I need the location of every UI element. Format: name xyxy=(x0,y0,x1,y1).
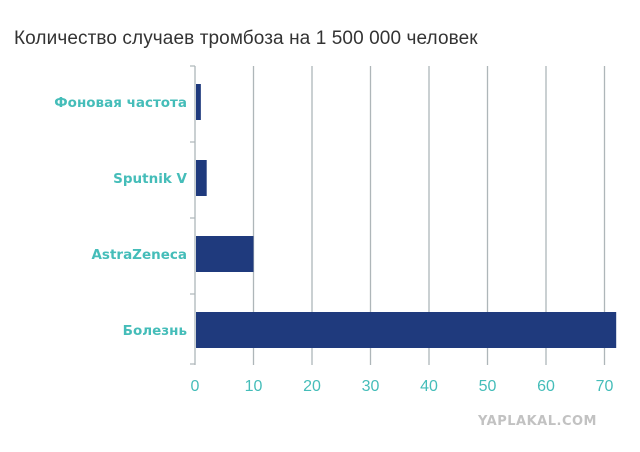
x-tick-label: 70 xyxy=(596,378,614,395)
category-labels: Фоновая частота Sputnik V AstraZeneca Болез… xyxy=(54,95,187,339)
x-tick-label: 0 xyxy=(191,378,200,395)
category-label: Болезнь xyxy=(123,323,187,339)
category-label: AstraZeneca xyxy=(91,247,187,263)
chart-title: Количество случаев тромбоза на 1 500 000… xyxy=(14,28,478,49)
bar xyxy=(196,84,201,120)
y-axis xyxy=(190,65,196,365)
x-tick-labels: 0 10 20 30 40 50 60 70 xyxy=(191,378,614,395)
watermark: YAPLAKAL.COM xyxy=(478,414,597,429)
category-label: Фоновая частота xyxy=(54,95,187,111)
bars xyxy=(196,84,617,348)
bar xyxy=(196,160,207,196)
bar xyxy=(196,312,617,348)
x-tick-label: 60 xyxy=(537,378,555,395)
x-tick-label: 20 xyxy=(303,378,321,395)
x-tick-label: 40 xyxy=(420,378,438,395)
x-tick-label: 30 xyxy=(362,378,380,395)
bar xyxy=(196,236,254,272)
x-tick-label: 50 xyxy=(479,378,497,395)
x-tick-label: 10 xyxy=(245,378,263,395)
category-label: Sputnik V xyxy=(113,171,187,187)
